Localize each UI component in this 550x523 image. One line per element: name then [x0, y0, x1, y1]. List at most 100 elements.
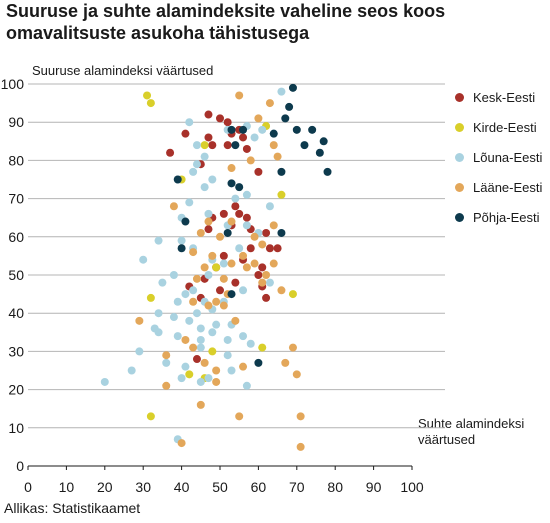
point-l-una-eesti [258, 125, 267, 134]
point-l-una-eesti [208, 175, 217, 184]
point-l-una-eesti [189, 286, 198, 295]
point-l-una-eesti [219, 259, 228, 268]
x-tick-label: 20 [97, 479, 113, 495]
y-tick-label: 80 [8, 152, 24, 168]
point-p-hja-eesti [181, 217, 190, 226]
point-l-ne-eesti [189, 248, 198, 257]
y-tick-label: 10 [8, 420, 24, 436]
point-l-ne-eesti [258, 240, 267, 249]
data-points [100, 83, 332, 451]
point-p-hja-eesti [285, 102, 294, 111]
point-p-hja-eesti [235, 183, 244, 192]
point-l-ne-eesti [204, 301, 213, 310]
legend-item-kesk-eesti: Kesk-Eesti [455, 82, 542, 112]
point-l-una-eesti [242, 221, 251, 230]
point-l-ne-eesti [254, 114, 263, 123]
point-l-ne-eesti [231, 316, 240, 325]
point-l-una-eesti [200, 152, 209, 161]
point-l-una-eesti [212, 320, 221, 329]
point-l-una-eesti [173, 332, 182, 341]
point-p-hja-eesti [254, 358, 263, 367]
point-l-ne-eesti [288, 343, 297, 352]
point-l-ne-eesti [239, 362, 248, 371]
y-tick-label: 70 [8, 191, 24, 207]
point-kesk-eesti [258, 263, 267, 272]
point-l-ne-eesti [296, 442, 305, 451]
legend-label: Põhja-Eesti [473, 209, 540, 225]
point-l-ne-eesti [196, 228, 205, 237]
point-l-una-eesti [196, 324, 205, 333]
y-tick-labels: 0 10 20 30 40 50 60 70 80 90 100 [1, 76, 25, 474]
point-l-una-eesti [265, 278, 274, 287]
source-note: Allikas: Statistikaamet [4, 500, 141, 516]
point-l-una-eesti [127, 366, 136, 375]
point-l-ne-eesti [227, 164, 236, 173]
legend-item-kirde-eesti: Kirde-Eesti [455, 112, 542, 142]
point-l-ne-eesti [273, 152, 282, 161]
point-l-una-eesti [139, 255, 148, 264]
y-tick-label: 100 [1, 76, 25, 92]
point-l-una-eesti [177, 236, 186, 245]
point-kesk-eesti [204, 110, 213, 119]
point-kirde-eesti [185, 370, 194, 379]
point-l-una-eesti [189, 167, 198, 176]
point-kesk-eesti [246, 244, 255, 253]
point-l-una-eesti [192, 309, 201, 318]
point-l-una-eesti [239, 286, 248, 295]
point-l-ne-eesti [242, 263, 251, 272]
point-l-ne-eesti [235, 412, 244, 421]
point-l-una-eesti [135, 347, 144, 356]
x-axis-label: Suhte alamindeksi väärtused [418, 416, 525, 447]
point-l-ne-eesti [216, 232, 224, 241]
legend-label: Kesk-Eesti [473, 89, 536, 105]
point-kirde-eesti [143, 91, 152, 100]
legend-marker [455, 92, 464, 102]
point-l-ne-eesti [169, 202, 178, 211]
point-l-una-eesti [231, 194, 240, 203]
point-l-una-eesti [208, 328, 217, 337]
point-l-una-eesti [242, 381, 251, 390]
point-p-hja-eesti [223, 228, 232, 237]
point-l-ne-eesti [219, 301, 228, 310]
point-l-una-eesti [192, 141, 201, 150]
point-kesk-eesti [262, 228, 271, 237]
point-l-ne-eesti [269, 141, 278, 150]
point-l-una-eesti [196, 335, 205, 344]
point-l-ne-eesti [269, 259, 278, 268]
point-l-ne-eesti [200, 263, 209, 272]
point-p-hja-eesti [288, 83, 297, 92]
point-l-una-eesti [200, 183, 209, 192]
point-l-ne-eesti [246, 156, 255, 165]
point-p-hja-eesti [315, 148, 324, 157]
point-p-hja-eesti [292, 125, 301, 134]
point-l-una-eesti [185, 198, 194, 207]
point-kesk-eesti [192, 355, 201, 364]
point-kesk-eesti [273, 244, 282, 253]
point-p-hja-eesti [227, 125, 236, 134]
x-tick-label: 80 [327, 479, 343, 495]
x-tick-label: 50 [212, 479, 228, 495]
point-l-una-eesti [223, 351, 232, 360]
legend-marker [455, 182, 464, 192]
point-p-hja-eesti [269, 129, 278, 138]
point-kesk-eesti [262, 293, 271, 302]
point-l-una-eesti [154, 309, 163, 318]
y-tick-label: 50 [8, 267, 24, 283]
legend-marker [455, 122, 464, 132]
point-p-hja-eesti [281, 114, 290, 123]
legend-item-l-ne-eesti: Lääne-Eesti [455, 172, 542, 202]
point-l-una-eesti [235, 244, 244, 253]
point-l-una-eesti [223, 335, 232, 344]
point-l-ne-eesti [258, 278, 267, 287]
legend-label: Lääne-Eesti [473, 179, 543, 195]
point-l-una-eesti [250, 133, 259, 142]
point-l-ne-eesti [219, 274, 228, 283]
legend-marker [455, 212, 464, 222]
point-p-hja-eesti [173, 175, 182, 184]
point-kesk-eesti [208, 141, 217, 150]
point-l-ne-eesti [281, 358, 290, 367]
point-p-hja-eesti [227, 179, 236, 188]
point-l-una-eesti [185, 316, 194, 325]
point-l-ne-eesti [250, 259, 259, 268]
point-l-ne-eesti [189, 297, 198, 306]
